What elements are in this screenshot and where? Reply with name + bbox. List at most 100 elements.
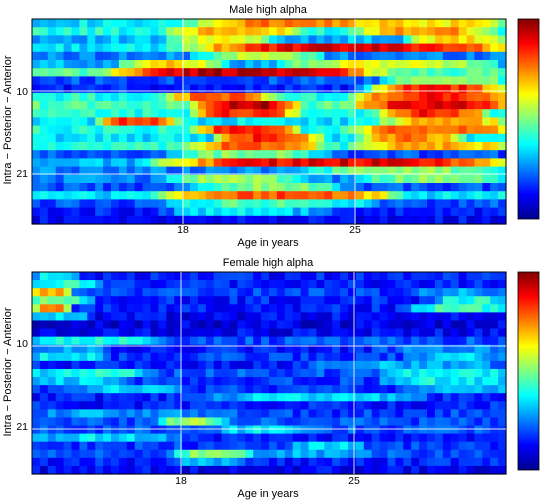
heatmap-cell — [103, 76, 112, 86]
heatmap-cell — [442, 401, 452, 410]
heatmap-cell — [205, 441, 215, 451]
heatmap-cell — [348, 76, 357, 86]
heatmap-cell — [237, 272, 246, 281]
heatmap-cell — [482, 27, 491, 36]
heatmap-cell — [482, 336, 491, 346]
heatmap-cell — [363, 215, 373, 225]
heatmap-cell — [395, 433, 404, 443]
heatmap-cell — [332, 409, 341, 419]
heatmap-cell — [498, 183, 507, 192]
heatmap-cell — [245, 465, 254, 475]
heatmap-cell — [103, 441, 112, 451]
heatmap-cell — [134, 360, 144, 370]
heatmap-cell — [490, 166, 499, 176]
heatmap-cell — [403, 433, 412, 443]
heatmap-cell — [63, 215, 73, 225]
heatmap-cell — [95, 117, 104, 127]
heatmap-cell — [134, 215, 144, 225]
heatmap-cell — [474, 296, 483, 305]
heatmap-cell — [387, 101, 396, 110]
heatmap-cell — [276, 288, 286, 297]
heatmap-cell — [379, 336, 389, 346]
heatmap-cell — [324, 312, 333, 322]
heatmap-cell — [87, 401, 96, 410]
heatmap-cell — [292, 352, 302, 362]
heatmap-cell — [482, 401, 491, 410]
heatmap-cell — [466, 441, 475, 451]
heatmap-cell — [253, 92, 262, 102]
heatmap-cell — [316, 76, 325, 86]
heatmap-cell — [363, 92, 373, 102]
heatmap-cell — [269, 125, 278, 135]
heatmap-cell — [403, 125, 412, 135]
heatmap-cell — [39, 125, 49, 135]
heatmap-cell — [466, 92, 475, 102]
heatmap-cell — [427, 174, 436, 184]
heatmap-cell — [458, 433, 468, 443]
heatmap-cell — [284, 344, 294, 354]
heatmap-cell — [498, 401, 507, 410]
heatmap-cell — [284, 207, 294, 217]
heatmap-cell — [32, 377, 41, 386]
heatmap-cell — [474, 288, 483, 297]
heatmap-cell — [95, 312, 104, 322]
heatmap-cell — [355, 328, 365, 338]
heatmap-cell — [332, 377, 341, 386]
heatmap-cell — [32, 352, 41, 362]
heatmap-cell — [427, 457, 436, 467]
heatmap-cell — [142, 199, 152, 209]
heatmap-cell — [450, 272, 460, 281]
heatmap-cell — [466, 150, 475, 159]
heatmap-cell — [253, 133, 262, 143]
heatmap-cell — [213, 101, 223, 110]
heatmap-cell — [126, 352, 136, 362]
heatmap-cell — [419, 304, 428, 313]
heatmap-cell — [197, 296, 207, 305]
heatmap-cell — [482, 76, 491, 86]
heatmap-cell — [308, 191, 317, 200]
heatmap-cell — [71, 336, 80, 346]
heatmap-cell — [292, 183, 302, 192]
heatmap-cell — [324, 125, 333, 135]
heatmap-cell — [190, 449, 199, 459]
heatmap-cell — [355, 296, 365, 305]
heatmap-cell — [118, 409, 128, 419]
heatmap-cell — [174, 207, 183, 217]
heatmap-cell — [458, 328, 468, 338]
heatmap-cell — [55, 92, 65, 102]
heatmap-cell — [403, 68, 412, 77]
heatmap-cell — [427, 92, 436, 102]
heatmap-cell — [261, 109, 270, 118]
heatmap-cell — [182, 133, 191, 143]
heatmap-cell — [355, 19, 365, 28]
heatmap-cell — [32, 401, 41, 410]
heatmap-cell — [458, 465, 468, 475]
heatmap-cell — [71, 92, 80, 102]
heatmap-cell — [182, 35, 191, 45]
heatmap-cell — [442, 166, 452, 176]
heatmap-cell — [261, 344, 270, 354]
heatmap-cell — [316, 304, 325, 313]
heatmap-cell — [261, 360, 270, 370]
heatmap-cell — [182, 401, 191, 410]
heatmap-cell — [458, 304, 468, 313]
heatmap-cell — [205, 328, 215, 338]
heatmap-cell — [276, 272, 286, 281]
heatmap-cell — [142, 457, 152, 467]
heatmap-cell — [498, 27, 507, 36]
heatmap-cell — [427, 142, 436, 151]
heatmap-cell — [474, 352, 483, 362]
heatmap-cell — [253, 35, 262, 45]
heatmap-cell — [221, 109, 231, 118]
heatmap-cell — [39, 377, 49, 386]
heatmap-cell — [324, 304, 333, 313]
heatmap-cell — [324, 19, 333, 28]
heatmap-cell — [142, 60, 152, 69]
heatmap-cell — [300, 43, 310, 53]
heatmap-cell — [434, 449, 444, 459]
heatmap-cell — [411, 288, 420, 297]
heatmap-cell — [39, 207, 49, 217]
heatmap-cell — [490, 150, 499, 159]
heatmap-cell — [427, 328, 436, 338]
heatmap-cell — [245, 199, 254, 209]
